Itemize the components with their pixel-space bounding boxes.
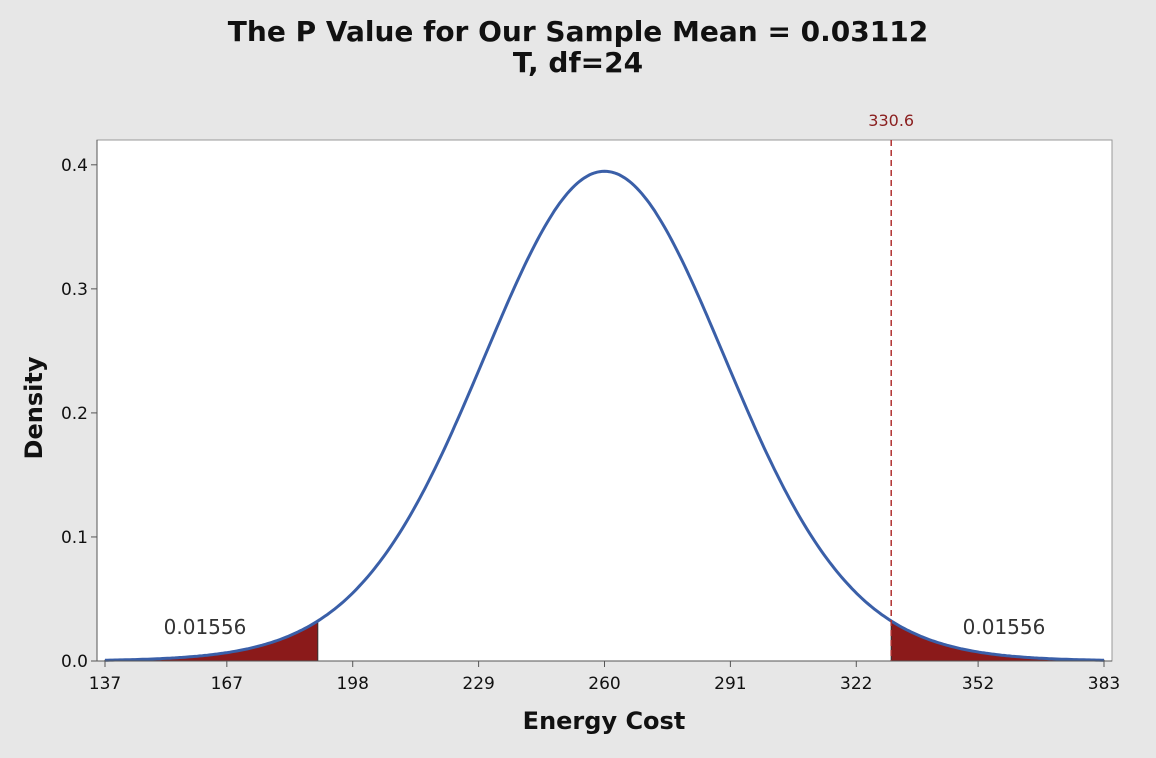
x-tick-label: 383 bbox=[1088, 674, 1120, 694]
x-tick-label: 198 bbox=[336, 674, 368, 694]
area-label-left-tail: 0.01556 bbox=[164, 615, 247, 639]
y-tick-label: 0.0 bbox=[61, 652, 88, 672]
x-tick-label: 167 bbox=[211, 674, 243, 694]
y-tick-label: 0.2 bbox=[61, 404, 88, 424]
y-tick-label: 0.4 bbox=[61, 156, 88, 176]
density-curve bbox=[105, 169, 1104, 662]
reference-line-group: 330.6 bbox=[868, 111, 914, 661]
y-axis-label: Density bbox=[20, 356, 48, 459]
x-tick-label: 322 bbox=[840, 674, 872, 694]
y-tick-label: 0.3 bbox=[61, 280, 88, 300]
x-axis-label: Energy Cost bbox=[523, 707, 686, 735]
x-axis: 137 167 198 229 260 291 322 352 383 bbox=[89, 660, 1120, 694]
chart-subtitle: T, df=24 bbox=[513, 46, 643, 79]
chart-title: The P Value for Our Sample Mean = 0.0311… bbox=[228, 15, 928, 48]
x-tick-label: 229 bbox=[462, 674, 494, 694]
plot-area bbox=[96, 139, 1113, 662]
area-label-right-tail: 0.01556 bbox=[963, 615, 1046, 639]
x-tick-label: 137 bbox=[89, 674, 121, 694]
area-labels: 0.01556 0.01556 bbox=[164, 615, 1046, 639]
y-axis: 0.0 0.1 0.2 0.3 0.4 bbox=[61, 140, 98, 672]
x-tick-label: 291 bbox=[714, 674, 746, 694]
density-curve-group bbox=[105, 169, 1104, 662]
y-tick-label: 0.1 bbox=[61, 528, 88, 548]
x-tick-label: 260 bbox=[588, 674, 620, 694]
reference-line-label: 330.6 bbox=[868, 111, 914, 130]
x-tick-label: 352 bbox=[962, 674, 994, 694]
